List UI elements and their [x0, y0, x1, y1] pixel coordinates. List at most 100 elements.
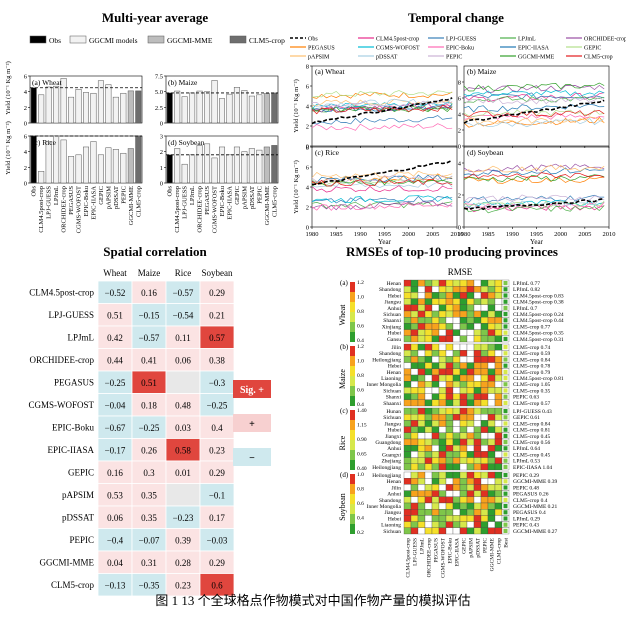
- rmse-cell: [424, 368, 433, 376]
- model-series-line: [311, 195, 453, 204]
- rmse-cell: [452, 445, 461, 452]
- province-label: Henan: [387, 370, 402, 376]
- province-label: Jiangsu: [385, 510, 402, 516]
- rmse-cell: [459, 502, 468, 510]
- rmse-cell: [459, 527, 468, 535]
- best-model-label: CLM5-crop 0.4: [513, 498, 548, 504]
- best-model-label: LPJmL 0.82: [513, 287, 540, 293]
- rmse-cell: [466, 457, 475, 464]
- colorbar-tick: 1.15: [357, 423, 367, 429]
- rmse-cell: [424, 502, 433, 510]
- rmse-cell: [445, 362, 454, 369]
- rmse-cell: [431, 451, 440, 458]
- rmse-cell: [494, 490, 503, 497]
- rmse-cell: [431, 368, 440, 376]
- legend-label: −: [249, 453, 255, 464]
- best-model-marker: [503, 330, 508, 335]
- best-model-label: PEGASUS 0.4: [513, 510, 546, 516]
- rmse-cell: [473, 279, 482, 287]
- y-tick-label: 2.5: [155, 105, 163, 112]
- best-model-marker: [503, 345, 508, 350]
- correlation-value: 0.6: [211, 580, 223, 590]
- rmse-cell: [494, 478, 503, 485]
- category-label: CLM4.5post-crop: [174, 186, 181, 233]
- rmse-cell: [438, 310, 447, 318]
- category-label: Obs: [31, 186, 38, 197]
- y-tick-label: 2: [306, 124, 309, 131]
- rmse-cell: [452, 496, 461, 504]
- best-model-label: CLM4.5post-crop 0.81: [513, 376, 564, 382]
- rmse-cell: [459, 478, 468, 485]
- rmse-cell: [466, 393, 475, 400]
- rmse-cell: [452, 286, 461, 293]
- rmse-cell: [438, 527, 447, 535]
- rmse-cell: [424, 279, 433, 287]
- rmse-cell: [424, 381, 433, 388]
- rmse-cell: [438, 374, 447, 382]
- model-series-line: [463, 174, 605, 182]
- rmse-cell: [473, 463, 482, 471]
- rmse-cell: [466, 374, 475, 382]
- rmse-cell: [403, 279, 412, 287]
- province-label: Sichuan: [383, 312, 401, 318]
- category-label: GGCMI-MME: [264, 186, 271, 225]
- correlation-value: 0.06: [175, 355, 191, 365]
- rmse-cell: [403, 478, 412, 485]
- rmse-cell: [459, 368, 468, 376]
- rmse-cell: [459, 399, 468, 407]
- bar-subplot: 0 1 2 3 (d) Soybean Obs CLM4.5post-crop LPJ-GUE…: [160, 134, 279, 233]
- rmse-cell: [438, 399, 447, 407]
- rmse-cell: [473, 445, 482, 452]
- correlation-value: 0.29: [209, 288, 225, 298]
- rmse-cell: [466, 527, 475, 535]
- rmse-cell: [487, 451, 496, 458]
- model-series-line: [311, 174, 453, 183]
- rmse-cell: [403, 420, 412, 427]
- rmse-cell: [438, 478, 447, 485]
- rmse-cell: [438, 356, 447, 363]
- obs-series-line: [463, 99, 605, 124]
- rmse-cell: [452, 420, 461, 427]
- rmse-cell: [459, 521, 468, 528]
- rmse-cell: [473, 471, 482, 479]
- rmse-cell: [459, 420, 468, 427]
- rmse-cell: [466, 496, 475, 504]
- rmse-cell: [473, 490, 482, 497]
- rmse-cell: [445, 496, 454, 504]
- rmse-cell: [431, 310, 440, 318]
- colorbar-tick: 0.6: [357, 501, 364, 507]
- rmse-cell: [494, 457, 503, 464]
- rmse-cell: [473, 329, 482, 336]
- best-model-marker: [503, 305, 508, 310]
- rmse-cell: [466, 329, 475, 336]
- x-tick-label: 1995: [530, 231, 543, 238]
- legend-swatch: [147, 35, 165, 44]
- category-label: PEPIC: [256, 186, 263, 204]
- model-series-line: [463, 96, 605, 103]
- rmse-cell: [424, 484, 433, 491]
- rmse-cell: [452, 310, 461, 318]
- province-label: Jiangxi: [385, 434, 401, 440]
- rmse-cell: [424, 304, 433, 312]
- legend-swatch: [29, 35, 47, 44]
- model-label: pDSSAT: [476, 537, 482, 557]
- correlation-value: 0.51: [107, 310, 123, 320]
- y-tick-label: 8: [306, 145, 309, 152]
- rmse-cell: [487, 521, 496, 528]
- category-label: LPJ-GUESS: [182, 186, 189, 219]
- rmse-cell: [452, 484, 461, 491]
- rmse-cell: [487, 317, 496, 324]
- category-label: GEPIC: [98, 186, 105, 205]
- rmse-cell: [438, 457, 447, 464]
- bar: [105, 84, 112, 124]
- rmse-cell: [431, 393, 440, 400]
- rmse-cell: [410, 457, 419, 464]
- rmse-cell: [410, 414, 419, 421]
- rmse-cell: [459, 451, 468, 458]
- rmse-cell: [487, 362, 496, 369]
- rmse-cell: [459, 509, 468, 516]
- bar: [60, 78, 67, 124]
- rmse-cell: [445, 381, 454, 388]
- category-label: EPIC-Boku: [83, 185, 90, 216]
- legend-label: CLM4.5post-crop: [376, 37, 419, 43]
